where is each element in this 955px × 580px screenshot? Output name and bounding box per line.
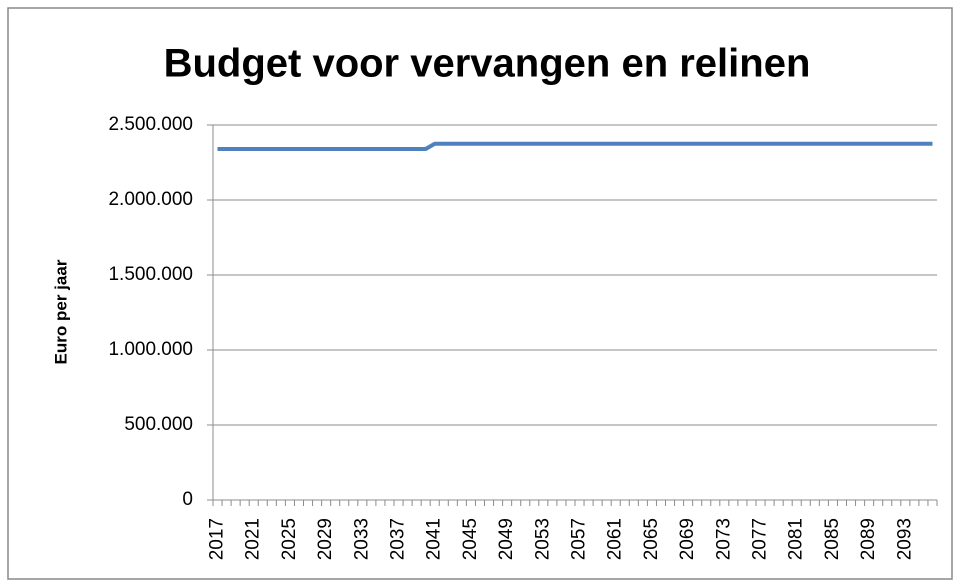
chart-title: Budget voor vervangen en relinen: [164, 42, 811, 86]
x-tick-label: 2037: [388, 518, 409, 560]
x-tick-label: 2049: [496, 518, 517, 560]
x-tick-label: 2045: [460, 518, 481, 560]
x-tick-label: 2073: [713, 518, 734, 560]
x-tick-label: 2057: [569, 518, 590, 560]
x-tick-label: 2053: [532, 518, 553, 560]
y-tick-label: 500.000: [124, 414, 193, 435]
chart-frame: [7, 7, 953, 580]
x-tick-label: 2081: [786, 518, 807, 560]
x-tick-label: 2017: [207, 518, 228, 560]
x-tick-label: 2021: [243, 518, 264, 560]
x-tick-label: 2029: [315, 518, 336, 560]
y-tick-label: 0: [182, 489, 193, 510]
x-tick-label: 2089: [858, 518, 879, 560]
x-tick-label: 2065: [641, 518, 662, 560]
data-line: [217, 141, 933, 151]
x-tick-label: 2069: [677, 518, 698, 560]
y-axis-label: Euro per jaar: [51, 259, 70, 364]
x-tick-label: 2077: [750, 518, 771, 560]
x-tick-label: 2085: [822, 518, 843, 560]
y-tick-label: 2.500.000: [108, 114, 193, 135]
y-tick-label: 1.000.000: [108, 339, 193, 360]
x-tick-label: 2033: [351, 518, 372, 560]
y-tick-label: 2.000.000: [108, 189, 193, 210]
x-tick-label: 2025: [279, 518, 300, 560]
x-tick-label: 2041: [424, 518, 445, 560]
y-tick-label: 1.500.000: [108, 264, 193, 285]
x-tick-label: 2061: [605, 518, 626, 560]
x-tick-label: 2093: [894, 518, 915, 560]
